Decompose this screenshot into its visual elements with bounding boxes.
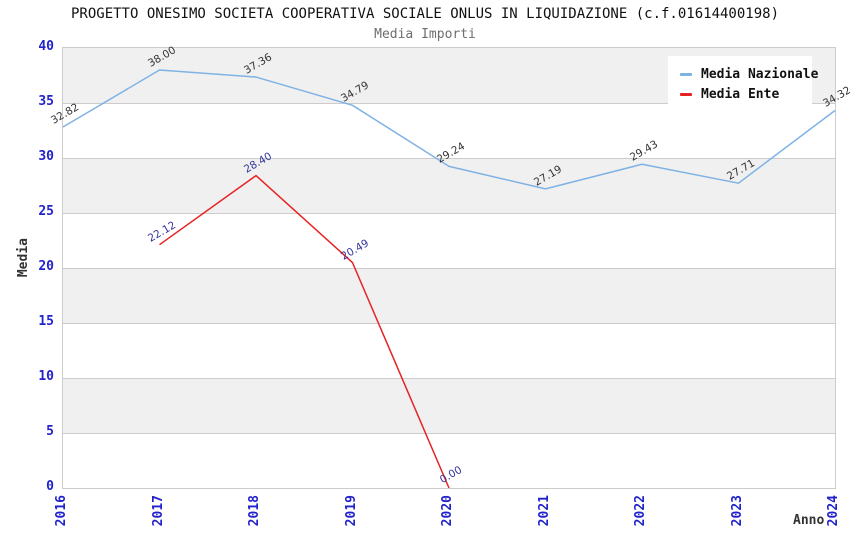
point-label: 27.71 [724,157,757,183]
point-label: 20.49 [338,236,371,263]
plot-area: 32.82 38.00 37.36 34.79 29.24 27.19 29.43 27.71… [49,44,850,489]
point-label: 34.79 [338,79,371,106]
gridline [63,378,835,379]
point-label: 38.00 [145,44,178,70]
y-tick-label: 5 [46,424,54,439]
gridline [63,433,835,434]
chart-subtitle: Media Importi [374,27,476,42]
gridline [63,323,835,324]
x-tick-label: 2019 [343,495,359,527]
y-tick-label: 40 [38,39,54,54]
plot-band [63,323,835,378]
point-label: 29.24 [434,140,468,167]
x-tick-label: 2023 [729,495,745,527]
x-tick-label: 2017 [150,495,166,527]
legend-swatch-media-ente-icon [680,93,692,96]
point-label: 37.36 [241,51,275,77]
legend-label-media-nazionale: Media Nazionale [701,67,819,82]
legend: Media Nazionale Media Ente [668,56,818,113]
plot-band [63,378,835,433]
y-tick-label: 25 [38,204,54,219]
chart-title: PROGETTO ONESIMO SOCIETA COOPERATIVA SOC… [70,6,779,22]
gridline [63,268,835,269]
point-label: 34.32 [820,84,850,111]
y-tick-label: 0 [46,479,54,494]
x-tick-label: 2020 [440,495,455,527]
point-labels-layer: 32.82 38.00 37.36 34.79 29.24 27.19 29.43 27.71… [49,44,850,488]
x-tick-label: 2022 [633,495,648,527]
gridline [63,158,835,159]
plot-band [63,433,835,488]
x-tick-label: 2018 [247,495,262,527]
x-tick-label: 2024 [826,495,841,527]
legend-label-media-ente: Media Ente [701,87,780,102]
point-label: 29.43 [627,138,661,164]
y-tick-label: 35 [38,94,54,109]
point-label: 28.40 [241,149,275,176]
series-line-media-ente [159,174,450,489]
x-axis-title: Anno [793,513,825,528]
point-label: 0.00 [437,463,465,487]
plot-band [63,268,835,323]
series-lines [62,69,836,489]
y-tick-label: 30 [38,149,54,164]
x-tick-label: 2021 [536,495,552,527]
legend-item-media-nazionale: Media Nazionale [680,66,818,83]
y-tick-label: 10 [38,369,54,384]
plot-band [63,158,835,213]
y-tick-label: 15 [38,314,54,329]
point-label: 22.12 [145,218,178,245]
series-line-media-nazionale [62,69,836,190]
y-tick-label: 20 [38,259,54,274]
x-tick-label: 2016 [54,495,69,527]
legend-item-media-ente: Media Ente [680,86,812,103]
gridline [63,103,835,104]
point-label: 27.19 [531,163,564,189]
gridline [63,213,835,214]
legend-swatch-media-nazionale-icon [680,73,692,76]
